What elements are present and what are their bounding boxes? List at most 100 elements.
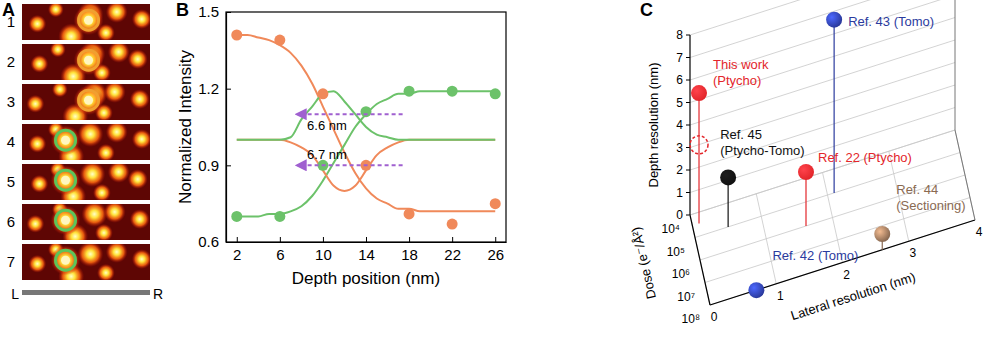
fit-line <box>237 35 495 211</box>
plot-frame <box>226 12 506 242</box>
y-tick-label: 4 <box>976 225 983 239</box>
heatmap-spot <box>79 164 105 187</box>
z-tick-label: 5 <box>676 96 683 110</box>
marker-ring <box>56 250 76 270</box>
y-axis-title: Lateral resolution (nm) <box>789 269 917 323</box>
y-tick: 1.2 <box>198 80 231 97</box>
y-tick: 0.6 <box>198 233 231 250</box>
z-grid-line <box>690 0 955 80</box>
data-point <box>691 85 707 101</box>
point-label: Ref. 44 <box>896 182 938 197</box>
y-tick-label: 0.6 <box>198 233 219 250</box>
y-tick-label: 0.9 <box>198 157 219 174</box>
heatmap-spot <box>77 124 103 147</box>
heatmap-spot <box>28 135 46 153</box>
heatmap-spot <box>128 169 148 189</box>
x-tick: 18 <box>401 237 418 263</box>
data-point <box>720 169 736 185</box>
point-label: (Ptycho-Tomo) <box>720 143 805 158</box>
heatmap-spot <box>28 255 46 273</box>
y-tick: 1.5 <box>198 3 231 20</box>
fit-line <box>237 140 495 191</box>
row-label: 2 <box>7 53 15 70</box>
drop-line <box>805 172 806 226</box>
z-tick-label: 7 <box>676 51 683 65</box>
x-axis-line <box>690 215 710 305</box>
dimension-arrow <box>297 113 403 115</box>
fit-line <box>237 91 495 216</box>
heatmap-spot <box>128 49 148 69</box>
data-point <box>490 198 501 209</box>
marker-dot <box>61 256 70 265</box>
heatmap-spot <box>52 84 68 97</box>
scale-bar-label: L <box>11 286 19 302</box>
heatmap-spot <box>74 5 104 35</box>
y-tick-label: 1.5 <box>198 3 219 20</box>
marker-ring <box>56 210 76 230</box>
data-point <box>404 86 415 97</box>
x-axis-title: Dose (e⁻/Å²) <box>628 226 659 301</box>
heatmap-spot <box>48 4 64 17</box>
y-axis-line <box>226 13 227 243</box>
z-tick-label: 0 <box>676 208 683 222</box>
marker-ring <box>56 130 76 150</box>
z-grid-line <box>690 85 955 170</box>
x-tick-mark <box>495 237 496 242</box>
row-label: 6 <box>7 213 15 230</box>
heatmap-spot <box>104 204 126 223</box>
x-tick-mark <box>323 237 324 242</box>
figure: A1234567LRB2610141822260.60.91.21.5Depth… <box>0 0 1000 358</box>
heatmap-spot <box>28 15 46 33</box>
x-tick-label: 22 <box>444 246 461 263</box>
y-axis: 0.6 0.9 1.2 1.5 <box>198 3 231 250</box>
z-tick-label: 3 <box>676 141 683 155</box>
y-grid-line <box>756 194 776 284</box>
heatmap-image <box>22 124 150 160</box>
z-grid-line <box>690 0 955 58</box>
x-tick-label: 10⁴ <box>661 222 680 236</box>
y-tick-label: 3 <box>909 246 916 260</box>
row-label: 4 <box>7 133 15 150</box>
heatmap-spot <box>97 264 115 280</box>
heatmap-spot <box>132 249 150 269</box>
data-point <box>798 164 814 180</box>
data-point <box>447 86 458 97</box>
drop-line <box>834 20 835 193</box>
point-label: Ref. 45 <box>720 127 762 142</box>
x-tick-label: 10⁶ <box>672 267 690 281</box>
heatmap-spot <box>74 85 104 115</box>
z-grid-line <box>690 18 955 103</box>
panel-c: C01234567810⁴10⁵10⁶10⁷10⁸01234Depth reso… <box>628 0 982 326</box>
z-grid-line <box>690 0 955 35</box>
y-tick-label: 2 <box>843 268 850 282</box>
z-grid-line <box>690 63 955 148</box>
heatmap-spot <box>106 244 128 263</box>
y-tick-mark <box>226 165 231 166</box>
annotation-label: 6.6 nm <box>307 118 347 133</box>
panel-a: A1234567LR <box>2 0 163 302</box>
heatmap-background <box>22 4 150 40</box>
heatmap-spot <box>30 175 48 193</box>
data-point <box>874 226 890 242</box>
heatmap-background <box>22 84 150 120</box>
row-label: 5 <box>7 173 15 190</box>
y-tick: 0.9 <box>198 157 231 174</box>
x-tick: 6 <box>276 237 284 263</box>
z-grid-line <box>690 40 955 125</box>
data-point <box>447 219 458 230</box>
open-marker <box>690 136 708 154</box>
heatmap-spot <box>108 164 130 183</box>
x-tick-label: 26 <box>487 246 504 263</box>
x-tick-label: 10⁷ <box>677 290 695 304</box>
data-point <box>748 282 764 298</box>
data-point <box>317 88 328 99</box>
box-edge <box>955 0 956 130</box>
fit-line <box>237 91 495 140</box>
marker-dot <box>61 136 70 145</box>
heatmap-spot <box>97 144 115 160</box>
heatmap-spot <box>106 124 128 143</box>
heatmap-image <box>22 244 150 280</box>
heatmap-spot <box>81 204 107 227</box>
x-tick: 14 <box>358 237 375 263</box>
point-label: Ref. 43 (Tomo) <box>848 14 934 29</box>
